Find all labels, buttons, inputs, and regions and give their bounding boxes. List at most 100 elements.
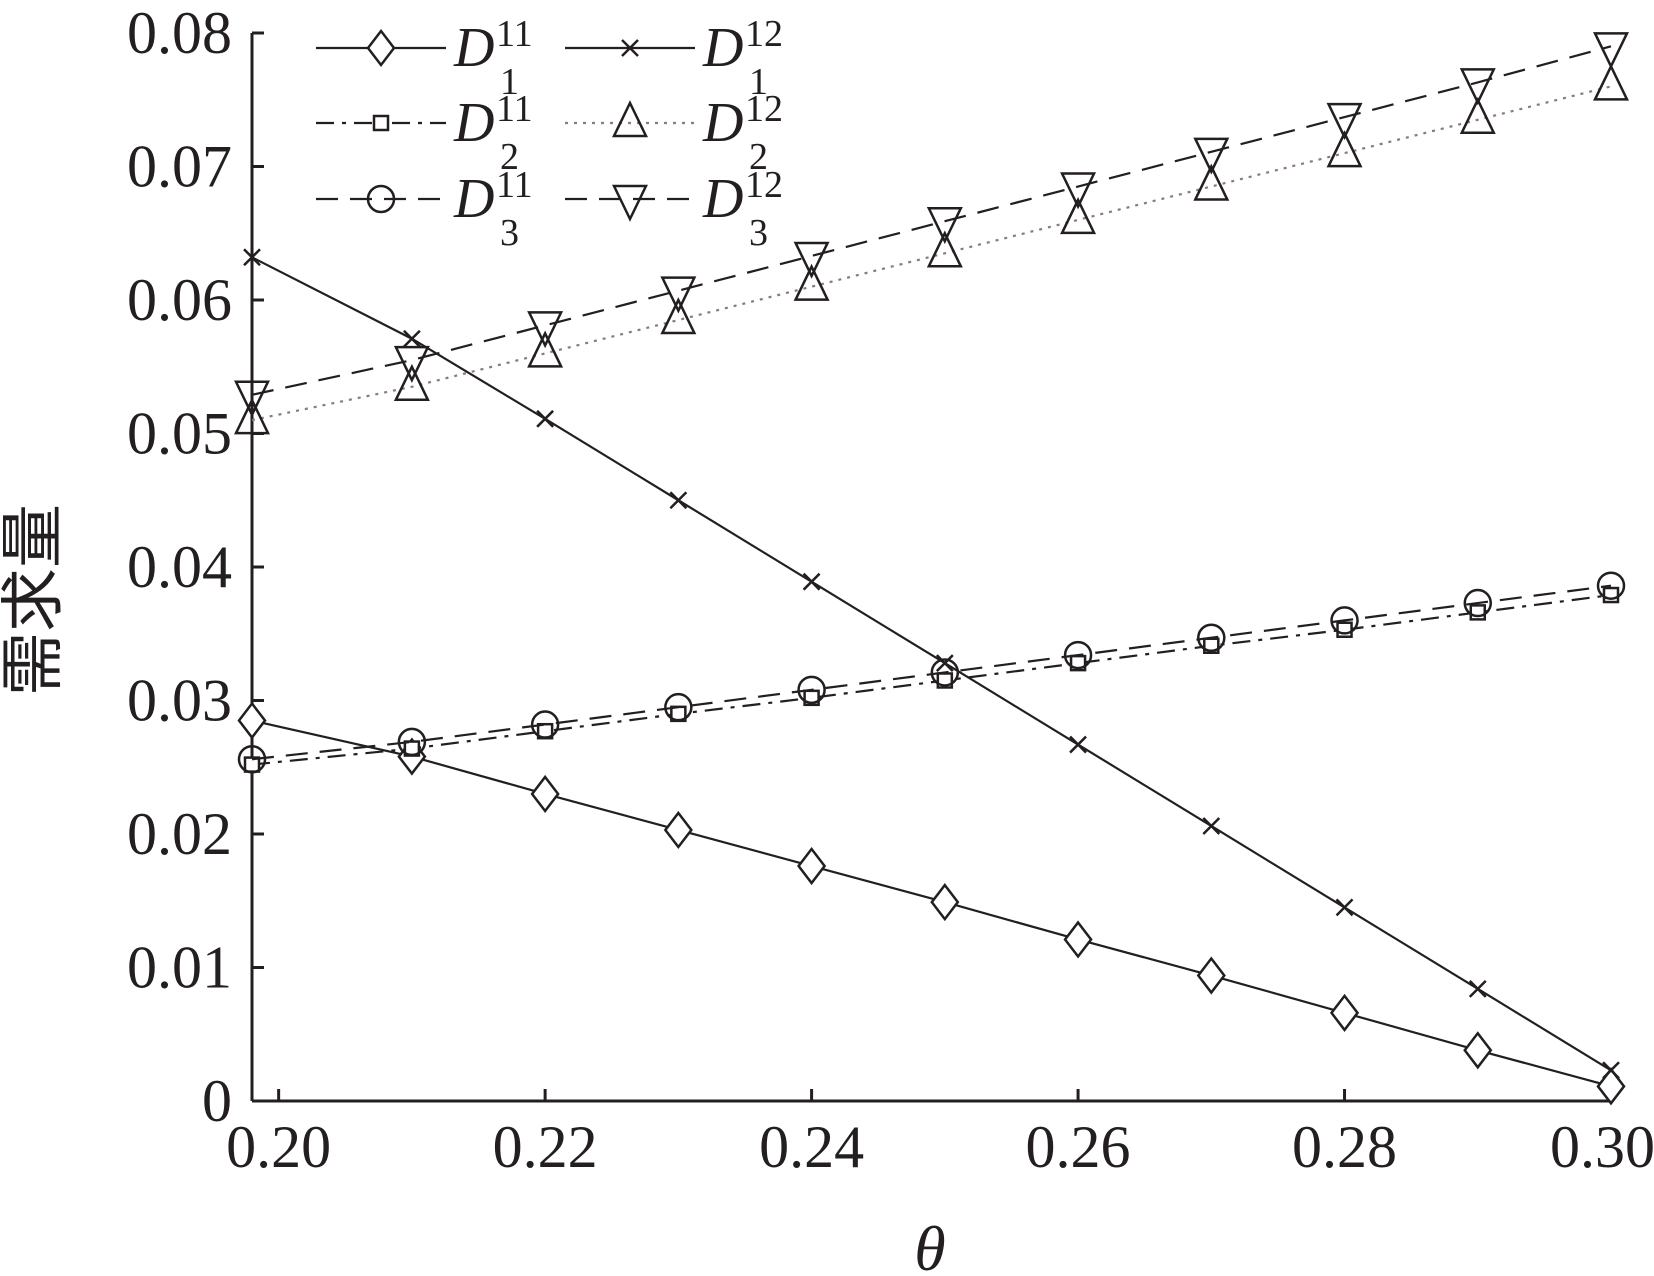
y-tick-label: 0.03 <box>127 668 232 734</box>
data-point <box>797 846 827 886</box>
data-point <box>1335 898 1354 917</box>
legend-subscript: 3 <box>500 212 519 254</box>
data-point <box>393 363 430 402</box>
legend-marker <box>372 114 390 132</box>
series-line <box>251 584 1612 761</box>
y-tick-label: 0.07 <box>127 134 232 200</box>
data-point <box>234 380 270 418</box>
data-point <box>1329 993 1360 1032</box>
legend-symbol: D <box>702 168 743 230</box>
legend-symbol: D <box>702 92 743 154</box>
series-4 <box>234 63 1629 435</box>
data-point <box>1459 68 1496 106</box>
series-5 <box>237 571 1626 774</box>
legend-marker <box>612 184 648 222</box>
legend-item: D 12 2 <box>565 88 783 178</box>
legend-marker <box>366 28 396 68</box>
data-point <box>930 883 960 922</box>
data-point <box>1326 102 1363 140</box>
series-layer <box>234 32 1629 1106</box>
legend-superscript: 12 <box>745 88 783 130</box>
legend-subscript: 2 <box>749 136 768 178</box>
data-point <box>1326 130 1363 168</box>
data-point <box>802 572 821 591</box>
data-point <box>930 658 960 687</box>
legend-marker <box>621 39 639 57</box>
data-point <box>669 491 688 510</box>
series-line <box>251 85 1612 422</box>
series-6 <box>234 32 1629 418</box>
data-point <box>1596 571 1626 600</box>
data-point <box>536 409 555 428</box>
data-point <box>1196 956 1226 995</box>
data-point <box>237 701 267 740</box>
data-point <box>397 727 427 757</box>
x-tick-label: 0.24 <box>759 1114 864 1180</box>
legend-superscript: 12 <box>745 13 783 55</box>
data-point <box>1197 623 1226 653</box>
y-tick-label: 0.04 <box>127 534 232 600</box>
y-axis-label: 需求量 <box>0 504 69 696</box>
x-axis-label: θ <box>914 1213 945 1276</box>
data-point <box>1459 96 1496 135</box>
data-point <box>237 744 267 774</box>
legend-symbol: D <box>453 92 494 154</box>
legend-symbol: D <box>453 17 494 79</box>
data-point <box>926 206 963 245</box>
data-point <box>793 241 830 279</box>
y-tick-label: 0.08 <box>127 0 232 66</box>
data-point <box>1202 817 1221 835</box>
data-point <box>1468 979 1487 998</box>
x-tick-label: 0.20 <box>226 1114 331 1180</box>
data-point <box>1330 606 1359 635</box>
data-point <box>797 675 826 705</box>
data-point <box>1063 920 1093 959</box>
data-point <box>1060 197 1097 235</box>
legend-symbol: D <box>453 168 494 230</box>
data-point <box>1060 172 1097 210</box>
legend-subscript: 3 <box>749 212 768 254</box>
data-point <box>926 230 963 268</box>
data-point <box>1069 735 1087 754</box>
data-point <box>1602 1061 1620 1080</box>
y-tick-label: 0.01 <box>127 935 232 1001</box>
data-point <box>1463 1031 1493 1070</box>
legend-superscript: 11 <box>496 13 533 55</box>
legend-subscript: 2 <box>500 136 519 178</box>
legend-superscript: 11 <box>496 88 533 130</box>
data-point <box>1193 163 1230 201</box>
legend-symbol: D <box>702 17 743 79</box>
data-point <box>660 297 697 335</box>
y-tick-label: 0 <box>202 1068 232 1134</box>
data-point <box>1063 640 1093 670</box>
x-tick-label: 0.28 <box>1292 1114 1397 1180</box>
data-point <box>402 329 421 348</box>
legend-item: D 11 3 <box>316 164 533 254</box>
data-point <box>530 710 560 739</box>
data-point <box>243 248 261 267</box>
series-line <box>251 45 1612 396</box>
legend-marker <box>612 100 648 138</box>
data-point <box>664 692 693 722</box>
legend-marker <box>366 184 396 214</box>
x-tick-label: 0.22 <box>493 1114 598 1180</box>
axis-ticks: 0 0.01 0.02 0.03 0.04 0.05 0.06 0.07 0.08 0.20 0.2… <box>127 0 1654 1180</box>
data-point <box>530 774 560 814</box>
legend-item: D 12 1 <box>565 13 783 103</box>
series-1 <box>237 701 1626 1106</box>
legend-item: D 111 <box>316 13 533 103</box>
legend-item: D 12 3 <box>565 164 783 254</box>
data-point <box>660 276 697 314</box>
data-point <box>234 397 270 435</box>
series-2 <box>243 248 1620 1080</box>
data-point <box>527 311 564 349</box>
data-point <box>1593 32 1629 70</box>
x-tick-label: 0.30 <box>1550 1114 1654 1180</box>
legend-superscript: 12 <box>745 164 783 206</box>
y-tick-label: 0.02 <box>127 801 232 867</box>
legend-superscript: 11 <box>496 164 533 206</box>
data-point <box>393 345 430 383</box>
y-tick-label: 0.05 <box>127 401 232 467</box>
x-tick-label: 0.26 <box>1026 1114 1131 1180</box>
